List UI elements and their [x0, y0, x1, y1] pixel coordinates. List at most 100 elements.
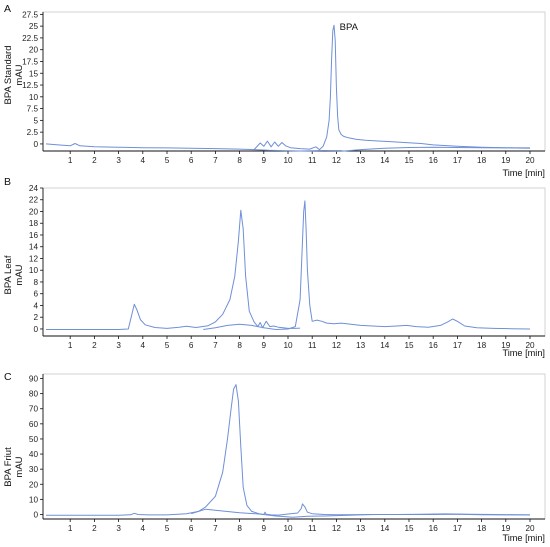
series-trace-2 — [191, 508, 531, 518]
y-tick-label: 22.5 — [22, 34, 38, 43]
y-tick-label: 20 — [29, 207, 39, 216]
series-trace-2 — [254, 146, 531, 152]
x-tick-label: 10 — [283, 524, 293, 533]
x-axis-label: Time [min] — [502, 533, 545, 543]
x-tick-label: 2 — [92, 524, 97, 533]
y-tick-label: 2 — [33, 313, 38, 322]
y-tick-label: 70 — [29, 405, 39, 414]
x-tick-label: 3 — [116, 341, 121, 350]
x-tick-label: 9 — [262, 156, 267, 165]
x-tick-label: 14 — [380, 341, 390, 350]
y-tick-label: 25 — [29, 22, 39, 31]
x-axis-label: Time [min] — [502, 168, 545, 178]
y-tick-label: 14 — [29, 243, 39, 252]
x-tick-label: 5 — [165, 341, 170, 350]
x-tick-label: 13 — [356, 524, 366, 533]
y-tick-label: 90 — [29, 375, 39, 384]
x-tick-label: 5 — [165, 524, 170, 533]
x-tick-label: 3 — [116, 156, 121, 165]
x-tick-label: 12 — [332, 341, 342, 350]
x-tick-label: 7 — [213, 341, 218, 350]
y-tick-label: 40 — [29, 450, 39, 459]
y-tick-label: 50 — [29, 435, 39, 444]
y-axis-label: BPA Standard — [3, 46, 14, 105]
x-tick-label: 20 — [525, 524, 535, 533]
y-tick-label: 12 — [29, 254, 39, 263]
x-tick-label: 10 — [283, 341, 293, 350]
y-tick-label: 80 — [29, 390, 39, 399]
x-tick-label: 12 — [332, 524, 342, 533]
y-tick-label: 6 — [33, 290, 38, 299]
series-trace-1 — [46, 384, 530, 516]
y-axis-label: BPA Friut — [3, 447, 14, 487]
x-tick-label: 1 — [68, 524, 73, 533]
y-tick-label: 0 — [33, 510, 38, 519]
x-tick-label: 1 — [68, 341, 73, 350]
x-tick-label: 2 — [92, 156, 97, 165]
y-tick-label: 16 — [29, 231, 39, 240]
plot-frame — [42, 373, 546, 520]
x-tick-label: 16 — [429, 341, 439, 350]
x-tick-label: 16 — [429, 156, 439, 165]
y-tick-label: 0 — [33, 140, 38, 149]
y-tick-label: 12.5 — [22, 81, 38, 90]
y-tick-label: 0 — [33, 325, 38, 334]
x-tick-label: 6 — [189, 524, 194, 533]
y-axis-label: BPA Leaf — [3, 255, 14, 294]
x-tick-label: 9 — [262, 341, 267, 350]
series-trace-1 — [45, 24, 531, 151]
y-tick-label: 20 — [29, 480, 39, 489]
y-axis-label: mAU — [14, 456, 25, 477]
x-tick-label: 20 — [525, 156, 535, 165]
x-tick-label: 4 — [141, 341, 146, 350]
x-tick-label: 3 — [116, 524, 121, 533]
y-tick-label: 8 — [33, 278, 38, 287]
y-tick-label: 30 — [29, 465, 39, 474]
y-tick-label: 22 — [29, 196, 39, 205]
y-axis-label: mAU — [14, 64, 25, 85]
plot-frame — [42, 187, 546, 337]
x-tick-label: 1 — [68, 156, 73, 165]
x-tick-label: 15 — [404, 156, 414, 165]
x-tick-label: 18 — [477, 341, 487, 350]
x-tick-label: 20 — [525, 341, 535, 350]
y-tick-label: 2.5 — [27, 128, 39, 137]
x-tick-label: 19 — [501, 524, 511, 533]
series-trace-1 — [46, 209, 301, 330]
x-tick-label: 11 — [308, 524, 317, 533]
x-tick-label: 13 — [356, 156, 366, 165]
x-tick-label: 17 — [453, 524, 463, 533]
x-tick-label: 2 — [92, 341, 97, 350]
x-tick-label: 6 — [189, 156, 194, 165]
x-tick-label: 19 — [501, 156, 511, 165]
x-tick-label: 9 — [262, 524, 267, 533]
x-tick-label: 8 — [237, 524, 242, 533]
x-tick-label: 19 — [501, 341, 511, 350]
x-tick-label: 15 — [404, 341, 414, 350]
plot-frame — [42, 11, 546, 152]
y-tick-label: 18 — [29, 219, 39, 228]
x-tick-label: 15 — [404, 524, 414, 533]
x-tick-label: 4 — [141, 156, 146, 165]
y-tick-label: 4 — [33, 301, 38, 310]
x-tick-label: 17 — [453, 156, 463, 165]
x-tick-label: 5 — [165, 156, 170, 165]
panel-letter: C — [4, 371, 12, 383]
x-tick-label: 14 — [380, 524, 390, 533]
x-tick-label: 13 — [356, 341, 366, 350]
x-tick-label: 18 — [477, 524, 487, 533]
y-tick-label: 24 — [29, 184, 39, 193]
x-tick-label: 7 — [213, 524, 218, 533]
y-tick-label: 17.5 — [22, 57, 38, 66]
y-tick-label: 60 — [29, 420, 39, 429]
x-tick-label: 10 — [283, 156, 293, 165]
x-tick-label: 14 — [380, 156, 390, 165]
x-tick-label: 11 — [308, 341, 317, 350]
x-tick-label: 8 — [237, 341, 242, 350]
panel-letter: A — [4, 3, 11, 15]
x-tick-label: 12 — [332, 156, 342, 165]
y-tick-label: 10 — [29, 93, 39, 102]
